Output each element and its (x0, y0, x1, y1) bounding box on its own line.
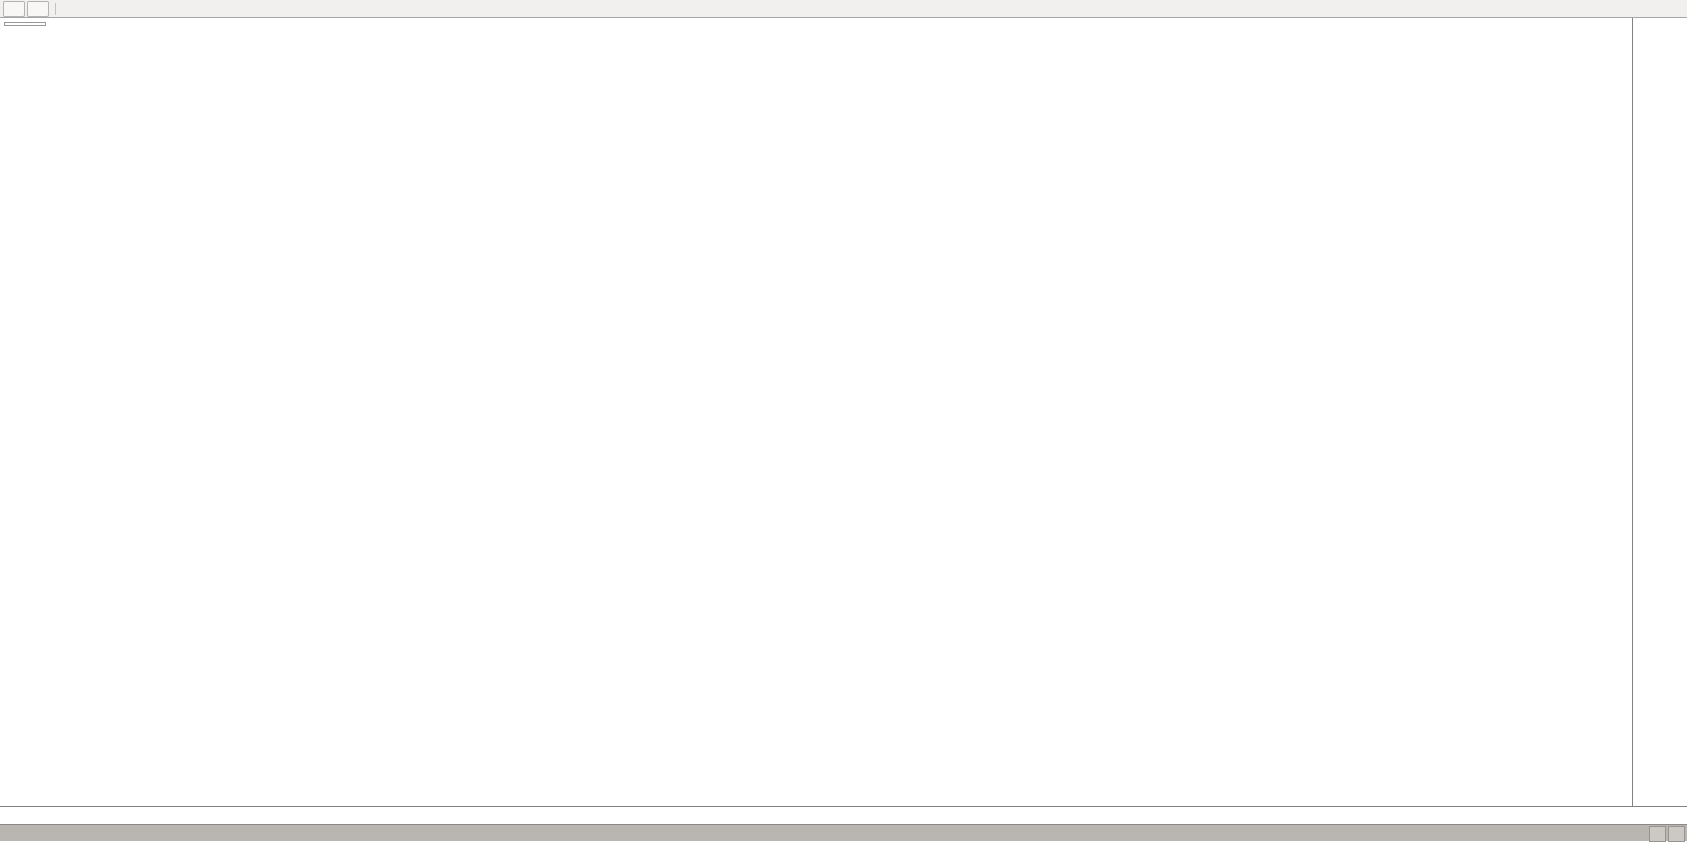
tabs-scroll-right-button[interactable] (1668, 826, 1685, 842)
tabs-scroll-left-button[interactable] (1649, 826, 1666, 842)
price-chart-canvas[interactable] (0, 18, 1632, 806)
date-axis[interactable] (0, 806, 1687, 824)
toolbar-separator (55, 2, 56, 15)
tab-scroll-arrows (1649, 826, 1685, 842)
chart-area[interactable] (0, 18, 1687, 806)
toolbar (0, 0, 1687, 18)
chart-tab-bar (0, 824, 1687, 842)
price-axis[interactable] (1632, 18, 1687, 806)
text-tool-button[interactable] (3, 0, 25, 17)
chart-title (4, 22, 46, 26)
draw-tool-button[interactable] (27, 0, 49, 17)
